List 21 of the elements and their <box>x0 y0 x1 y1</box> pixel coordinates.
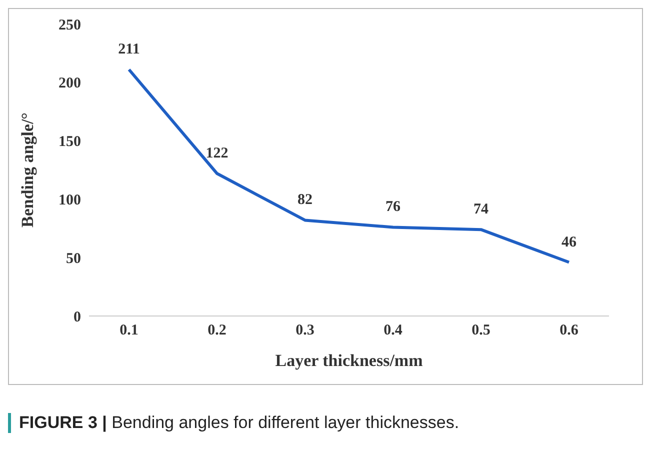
data-label: 74 <box>474 202 489 218</box>
y-tick-label: 0 <box>74 309 81 326</box>
y-tick-label: 100 <box>58 192 81 209</box>
x-tick-label: 0.4 <box>384 322 403 339</box>
y-tick-label: 250 <box>58 17 81 34</box>
caption: FIGURE 3 | Bending angles for different layer thicknesses. <box>8 413 643 433</box>
data-label: 82 <box>298 192 312 208</box>
x-tick-label: 0.5 <box>472 322 490 339</box>
x-axis-title: Layer thickness/mm <box>275 351 423 370</box>
y-tick-label: 150 <box>58 134 81 150</box>
data-label: 46 <box>562 234 577 250</box>
y-axis-title: Bending angle/° <box>18 112 38 228</box>
x-tick-label: 0.2 <box>208 322 226 339</box>
y-tick-label: 200 <box>58 76 81 92</box>
data-label: 211 <box>118 42 140 58</box>
x-tick-label: 0.1 <box>120 322 138 339</box>
x-tick-label: 0.3 <box>296 322 314 339</box>
x-tick-label: 0.6 <box>560 322 579 339</box>
data-label: 76 <box>386 199 401 216</box>
data-label: 122 <box>206 146 228 162</box>
y-tick-label: 50 <box>66 250 81 267</box>
